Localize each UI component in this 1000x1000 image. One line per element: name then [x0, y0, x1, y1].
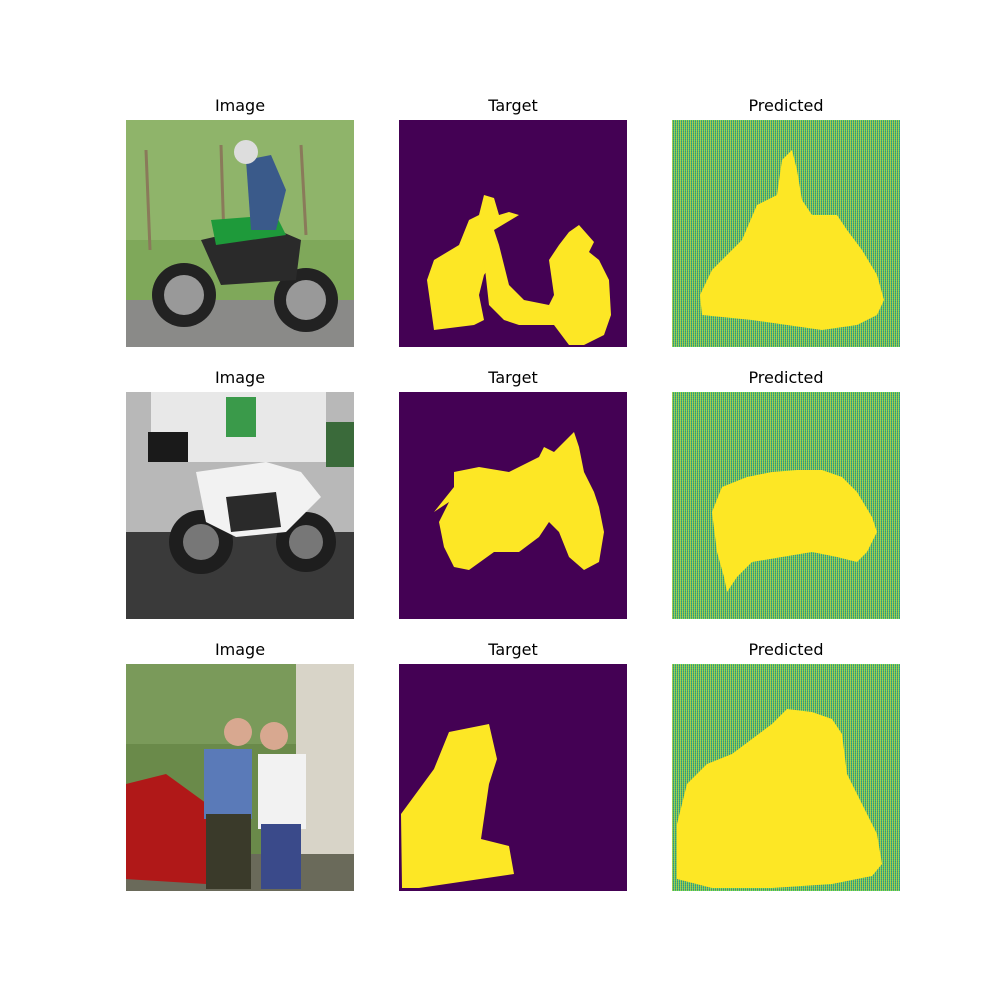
row1-target-title: Target	[488, 96, 538, 115]
row3-predicted-title: Predicted	[748, 640, 824, 659]
row3-predicted-panel	[672, 664, 900, 891]
row1-target-panel	[399, 120, 627, 347]
row3-image-title: Image	[214, 640, 266, 659]
couple-with-motorcycle-photo	[126, 664, 354, 891]
mask-foreground	[700, 150, 884, 330]
motorcycle-rider-photo	[126, 120, 354, 347]
row2-predicted-mask	[712, 470, 877, 592]
row3-target-panel	[399, 664, 627, 891]
white-motorcycle-photo	[126, 392, 354, 619]
row2-target-title: Target	[488, 368, 538, 387]
row1-image-panel	[126, 120, 354, 347]
row2-target-panel	[399, 392, 627, 619]
mask-foreground	[712, 470, 877, 592]
row3-target-title: Target	[488, 640, 538, 659]
row1-predicted-title: Predicted	[748, 96, 824, 115]
mask-foreground	[401, 724, 514, 888]
row2-predicted-panel	[672, 392, 900, 619]
row2-target-mask	[399, 392, 627, 619]
mask-foreground	[434, 432, 604, 570]
row1-image-title: Image	[214, 96, 266, 115]
mask-foreground	[677, 709, 882, 888]
row1-predicted-mask	[700, 150, 884, 330]
row1-target-mask	[399, 120, 627, 347]
mask-foreground	[427, 195, 519, 330]
row3-image-panel	[126, 664, 354, 891]
row2-image-panel	[126, 392, 354, 619]
row2-image-title: Image	[214, 368, 266, 387]
mask-foreground	[484, 225, 611, 345]
row3-target-mask	[399, 664, 627, 891]
row1-predicted-panel	[672, 120, 900, 347]
row2-predicted-title: Predicted	[748, 368, 824, 387]
row3-predicted-mask	[677, 709, 882, 888]
